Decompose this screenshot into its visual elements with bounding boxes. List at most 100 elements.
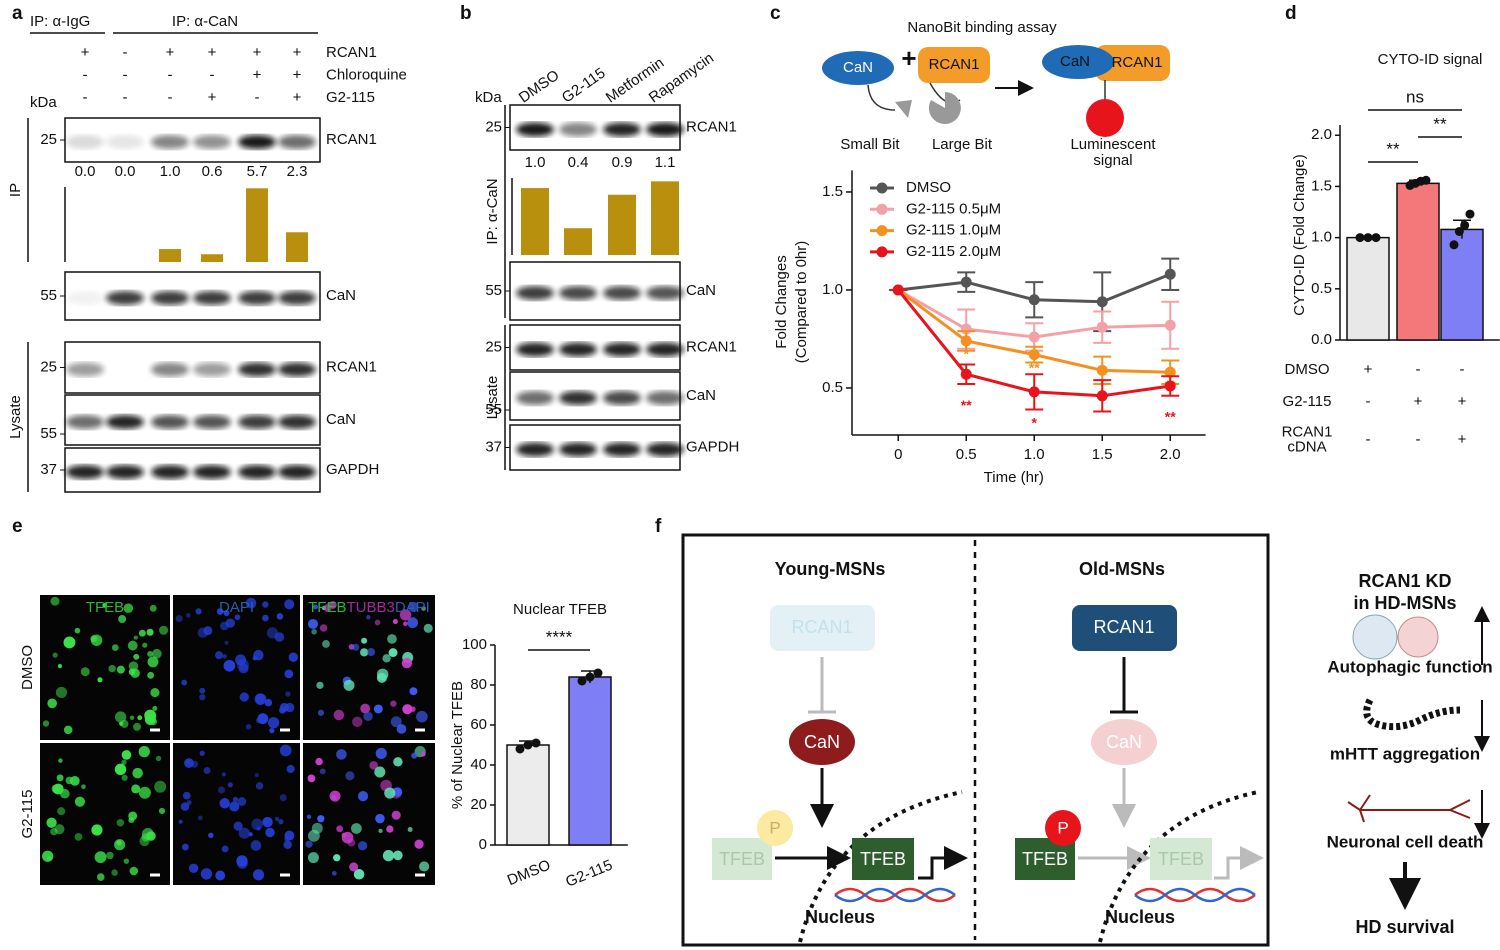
band-label: CaN — [326, 411, 356, 428]
x-tick-label: G2-115 — [563, 857, 615, 891]
band — [151, 415, 189, 429]
cell — [180, 802, 190, 811]
band — [516, 122, 554, 137]
rcan1-label: RCAN1 — [791, 617, 852, 637]
condition-name: cDNA — [1287, 438, 1326, 455]
band — [151, 465, 189, 479]
cell — [131, 784, 141, 794]
band — [106, 291, 144, 305]
cell — [138, 629, 146, 637]
condition-mark: - — [1460, 361, 1465, 378]
cell — [341, 831, 354, 844]
cell — [102, 602, 108, 608]
bar — [159, 249, 181, 262]
cell — [411, 752, 418, 759]
cell — [149, 604, 157, 612]
cell — [152, 705, 158, 711]
band — [559, 391, 597, 405]
nuclear-membrane — [1098, 790, 1259, 943]
significance: * — [964, 346, 970, 362]
cell — [114, 711, 127, 723]
cell — [74, 627, 81, 634]
cell — [245, 597, 257, 609]
band — [238, 291, 276, 305]
band-label: GAPDH — [326, 461, 379, 478]
significance: * — [1032, 415, 1038, 431]
bar — [521, 188, 549, 255]
data-point — [1028, 331, 1040, 343]
condition-mark: - — [83, 89, 88, 106]
data-point — [515, 744, 525, 754]
condition-name: Chloroquine — [326, 66, 407, 83]
kda-label: 25 — [485, 338, 502, 355]
plus: + — [901, 43, 916, 73]
condition-mark: + — [253, 66, 262, 83]
value-label: 0.9 — [612, 154, 633, 171]
y-tick-label: 20 — [470, 796, 487, 813]
band — [193, 362, 231, 377]
cell — [420, 751, 426, 757]
band — [559, 286, 597, 300]
luminescent — [1086, 99, 1124, 137]
cell — [188, 863, 199, 873]
band — [646, 286, 684, 300]
kda-unit: kDa — [475, 89, 502, 106]
data-point — [1371, 233, 1381, 243]
band-label: RCAN1 — [686, 338, 737, 355]
cell — [91, 828, 96, 833]
cell — [111, 644, 119, 651]
data-point — [892, 284, 904, 296]
band — [66, 465, 104, 479]
cell — [147, 656, 159, 668]
cell — [407, 617, 419, 629]
cell — [80, 667, 90, 677]
transcription-arrow — [1214, 846, 1264, 880]
cell — [288, 652, 298, 662]
cell — [199, 687, 206, 694]
cell — [384, 787, 396, 799]
band — [559, 122, 597, 137]
cell — [128, 661, 139, 671]
stain-label: DAPI — [219, 599, 254, 616]
cell — [227, 782, 233, 788]
data-point — [1465, 209, 1475, 219]
cell — [323, 604, 332, 612]
value-label: 1.0 — [525, 154, 546, 171]
y-axis-label: (Compared to 0hr) — [793, 241, 810, 364]
cell — [69, 776, 80, 786]
band — [151, 135, 189, 149]
outcome: mHTT aggregation — [1330, 744, 1480, 763]
cell — [401, 657, 413, 669]
cell — [133, 635, 138, 640]
kd-title: in HD-MSNs — [1354, 593, 1457, 613]
data-point — [1096, 390, 1108, 402]
tfeb-box — [712, 838, 772, 880]
cell — [237, 797, 247, 806]
band — [66, 135, 104, 149]
condition-mark: - — [210, 66, 215, 83]
cell — [138, 786, 151, 799]
cell — [146, 831, 156, 841]
condition-mark: + — [1364, 361, 1373, 378]
cell — [343, 679, 355, 691]
cell — [252, 869, 265, 881]
cell — [129, 715, 135, 720]
column-label: TFEBTUBB3DAPI — [308, 599, 430, 616]
cell — [279, 744, 292, 757]
cell — [311, 629, 317, 635]
x-tick-label: 2.0 — [1160, 446, 1181, 463]
bar — [568, 676, 612, 846]
cell — [152, 648, 162, 659]
band — [516, 391, 554, 405]
tfeb-label: TFEB — [1022, 849, 1068, 869]
significance: ** — [1386, 139, 1400, 158]
can-shape — [1042, 45, 1114, 79]
cell — [319, 768, 326, 775]
band — [278, 362, 316, 377]
cell — [114, 763, 127, 776]
cell — [423, 623, 433, 633]
condition-mark: + — [293, 89, 302, 106]
band — [559, 342, 597, 357]
cell — [278, 819, 284, 825]
panel-label: e — [12, 516, 23, 537]
